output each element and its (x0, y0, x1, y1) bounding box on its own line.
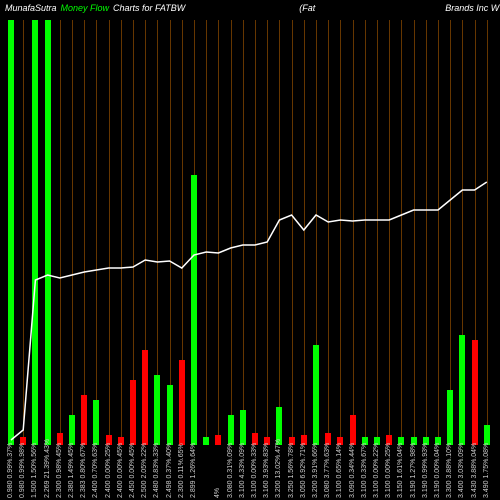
bar-up (447, 390, 453, 445)
title-part: Charts for FATBW (113, 3, 185, 13)
grid-line (243, 20, 244, 445)
grid-line (328, 20, 329, 445)
x-axis-label: 2.899 1.26%.64% (190, 443, 197, 498)
x-axis-label: 3.090 0.34%.44% (349, 443, 356, 498)
x-axis-label: 3.490 1.75%.08% (483, 443, 490, 498)
bar-up (154, 375, 160, 445)
grid-line (84, 20, 85, 445)
grid-line (60, 20, 61, 445)
bar-up (240, 410, 246, 445)
bar-down (81, 395, 87, 445)
grid-line (218, 20, 219, 445)
grid-line (292, 20, 293, 445)
bar-down (179, 360, 185, 445)
x-axis-label: 3.190 0.99%.93% (422, 443, 429, 498)
x-axis-label: 3.160 3.93%.83% (263, 443, 270, 498)
x-axis-label: 2.380 1.49%.45% (68, 443, 75, 498)
grid-line (304, 20, 305, 445)
grid-line (365, 20, 366, 445)
x-axis-label: 4% (214, 488, 221, 498)
x-axis-label: 0.980 0.99%.37% (7, 443, 14, 498)
x-axis-label: 3.100 0.65%.14% (336, 443, 343, 498)
x-axis-label: 2.480 0.83%.33% (153, 443, 160, 498)
x-axis-label: 2.269 21.39%.43% (44, 439, 51, 498)
grid-line (231, 20, 232, 445)
grid-line (267, 20, 268, 445)
x-axis-label: 3.190 1.27%.98% (410, 443, 417, 498)
x-axis-label: 2.498 0.37%.40% (166, 443, 173, 498)
x-axis-label: 3.190 0.00%.04% (434, 443, 441, 498)
x-axis-label: 2.300 0.11%.65% (178, 443, 185, 498)
x-axis-label: 2.500 2.05%.22% (141, 443, 148, 498)
x-axis-label: 3.300 3.88%.10% (446, 443, 453, 498)
bar-up (191, 175, 197, 445)
plot-area (0, 20, 500, 445)
bar-up (8, 20, 14, 445)
bar-up (228, 415, 234, 445)
x-axis-label: 2.300 0.98%.45% (56, 443, 63, 498)
grid-line (96, 20, 97, 445)
grid-line (170, 20, 171, 445)
x-axis-label: 0.980 0.99%.98% (19, 443, 26, 498)
grid-line (438, 20, 439, 445)
x-axis-label: 3.080 3.77%.63% (324, 443, 331, 498)
grid-line (487, 20, 488, 445)
bar-down (472, 340, 478, 445)
bar-down (142, 350, 148, 445)
chart-container: MunafaSutra Money FlowCharts for FATBW (Fa… (0, 0, 500, 500)
x-axis-label: 3.080 0.31%.09% (227, 443, 234, 498)
title-part: MunafaSutra (5, 3, 57, 13)
title-part: Brands Inc WT) MunafaS (445, 3, 500, 13)
x-axis-label: 2.400 0.00%.25% (105, 443, 112, 498)
bar-up (69, 415, 75, 445)
grid-line (353, 20, 354, 445)
x-axis-label: 3.400 3.03%.09% (458, 443, 465, 498)
x-axis-label: 3.100 0.00%.33% (251, 443, 258, 498)
grid-line (255, 20, 256, 445)
bar-up (167, 385, 173, 445)
x-axis-label: 2.383 0.80%.67% (80, 443, 87, 498)
x-axis-label: 1.500 1.50%.56% (31, 443, 38, 498)
x-axis-label: 2.450 0.00%.45% (129, 443, 136, 498)
bar-up (203, 437, 209, 445)
bar-up (45, 20, 51, 445)
x-axis-label: 2.400 0.00%.45% (117, 443, 124, 498)
x-axis-labels: 0.980 0.99%.37% 0.980 0.99%.98% 1.500 1.50… (0, 445, 500, 500)
grid-line (109, 20, 110, 445)
x-axis-label: 3.150 1.61%.04% (397, 443, 404, 498)
grid-line (414, 20, 415, 445)
grid-line (23, 20, 24, 445)
chart-title: MunafaSutra Money FlowCharts for FATBW (Fa… (0, 0, 500, 20)
bar-up (32, 20, 38, 445)
title-part: Money Flow (61, 3, 110, 13)
bar-down (350, 415, 356, 445)
bar-up (459, 335, 465, 445)
grid-line (279, 20, 280, 445)
x-axis-label: 3.430 3.88%.04% (471, 443, 478, 498)
x-axis-label: 3.200 3.91%.66% (312, 443, 319, 498)
grid-line (377, 20, 378, 445)
grid-line (340, 20, 341, 445)
grid-line (206, 20, 207, 445)
x-axis-label: 3.100 0.33%.67% (361, 443, 368, 498)
grid-line (401, 20, 402, 445)
title-part: (Fat (299, 3, 315, 13)
bar-down (215, 435, 221, 445)
grid-line (426, 20, 427, 445)
x-axis-label: 3.050 6.92%.71% (300, 443, 307, 498)
bar-down (130, 380, 136, 445)
bar-up (313, 345, 319, 445)
x-axis-label: 3.100 0.00%.25% (385, 443, 392, 498)
x-axis-label: 2.400 0.70%.63% (92, 443, 99, 498)
grid-line (389, 20, 390, 445)
x-axis-label: 3.250 1.56%.78% (288, 443, 295, 498)
grid-line (72, 20, 73, 445)
bar-up (93, 400, 99, 445)
x-axis-label: 3.100 0.00%.22% (373, 443, 380, 498)
grid-line (121, 20, 122, 445)
x-axis-label: 3.100 4.33%.09% (239, 443, 246, 498)
grid-line (450, 20, 451, 445)
x-axis-label: 3.200 13.02%.47% (275, 439, 282, 498)
